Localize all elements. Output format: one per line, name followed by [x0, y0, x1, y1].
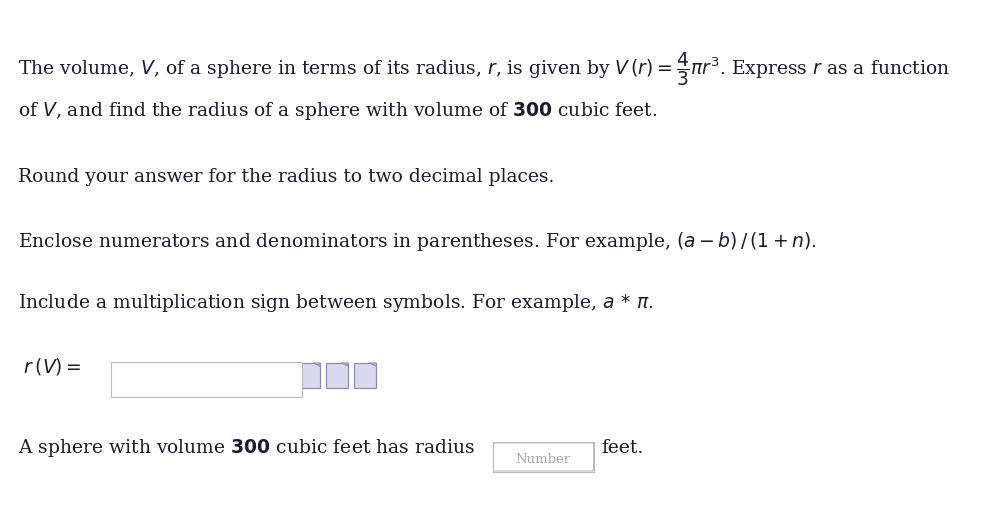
Text: Enclose numerators and denominators in parentheses. For example, $(a - b)\,/\,(1: Enclose numerators and denominators in p… — [18, 230, 817, 253]
Text: Include a multiplication sign between symbols. For example, $a\,*\,\pi$.: Include a multiplication sign between sy… — [18, 292, 654, 315]
FancyBboxPatch shape — [493, 443, 594, 471]
Polygon shape — [369, 363, 376, 366]
Text: A sphere with volume $\mathbf{300}$ cubic feet has radius: A sphere with volume $\mathbf{300}$ cubi… — [18, 437, 476, 460]
Polygon shape — [341, 363, 348, 366]
FancyBboxPatch shape — [326, 363, 348, 388]
FancyBboxPatch shape — [354, 363, 376, 388]
Text: Number: Number — [516, 453, 570, 466]
Text: Round your answer for the radius to two decimal places.: Round your answer for the radius to two … — [18, 169, 554, 187]
Text: The volume, $V$, of a sphere in terms of its radius, $r$, is given by $V\,(r) = : The volume, $V$, of a sphere in terms of… — [18, 50, 950, 88]
Polygon shape — [313, 363, 320, 366]
Text: $r\,(V) =$: $r\,(V) =$ — [18, 356, 81, 377]
Text: feet.: feet. — [602, 439, 644, 457]
FancyBboxPatch shape — [298, 363, 320, 388]
Text: of $V$, and find the radius of a sphere with volume of $\mathbf{300}$ cubic feet: of $V$, and find the radius of a sphere … — [18, 100, 657, 122]
